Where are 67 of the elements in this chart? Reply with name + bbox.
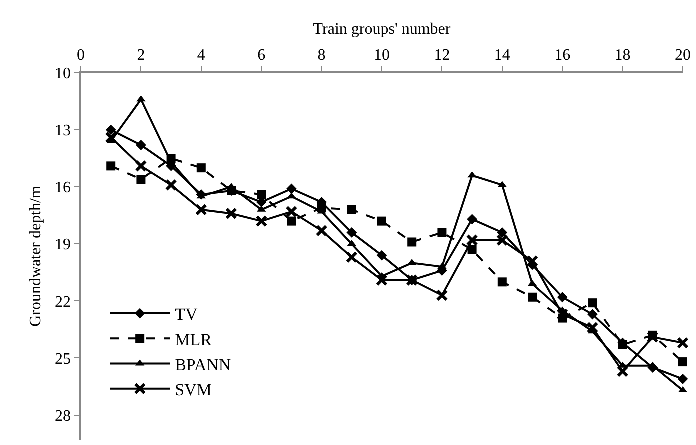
point [618,340,628,350]
point [347,205,356,214]
point [165,179,178,192]
x-tick-label: 14 [494,46,510,64]
legend-label: TV [175,305,198,324]
x-tick-label: 4 [197,46,206,64]
point [646,331,659,344]
point [226,208,238,220]
x-tick-label: 0 [77,46,85,64]
legend-label: MLR [175,330,213,350]
point [106,162,116,171]
point [616,366,629,378]
point [136,174,146,184]
point [256,215,268,228]
point [286,184,297,194]
point [106,124,116,136]
point [196,164,206,173]
x-tick-label: 16 [554,46,571,64]
x-tick-label: 20 [675,46,691,64]
point [195,204,208,216]
x-axis-title: Train groups' number [313,21,452,38]
y-tick-label: 19 [55,236,72,254]
point [438,228,447,238]
point [376,250,388,261]
point [468,245,477,254]
y-axis-title: Groundwater depth/m [27,186,44,327]
y-tick-label: 25 [55,350,72,368]
x-tick-label: 18 [614,46,631,64]
point [677,337,689,350]
point [257,190,266,200]
point [346,228,358,238]
point [135,160,148,172]
point [556,308,569,320]
point [528,292,537,302]
y-tick-label: 16 [55,180,72,197]
x-tick-label: 12 [434,46,450,64]
point [466,234,478,246]
x-tick-label: 8 [318,46,326,64]
point [287,216,296,226]
legend-label: BPANN [175,355,232,374]
point [316,224,328,237]
x-tick-label: 2 [137,46,146,64]
x-tick-label: 10 [374,46,390,64]
point [588,298,598,308]
x-tick-label: 6 [258,46,266,64]
point [586,322,599,334]
point [498,278,507,287]
point [678,374,688,384]
y-tick-label: 10 [55,66,72,83]
point [286,206,298,218]
legend-label: SVM [175,380,212,400]
point [497,228,508,238]
point [376,274,388,286]
point [557,292,568,303]
y-tick-label: 13 [55,122,72,140]
y-tick-label: 28 [55,408,72,425]
point [408,238,417,247]
point [496,234,508,246]
point [378,216,386,226]
point [436,289,448,302]
point [526,255,538,268]
point [678,358,688,367]
y-tick-label: 22 [55,294,72,311]
point [136,140,146,150]
point [346,251,358,264]
point [467,214,478,225]
point [588,309,598,320]
